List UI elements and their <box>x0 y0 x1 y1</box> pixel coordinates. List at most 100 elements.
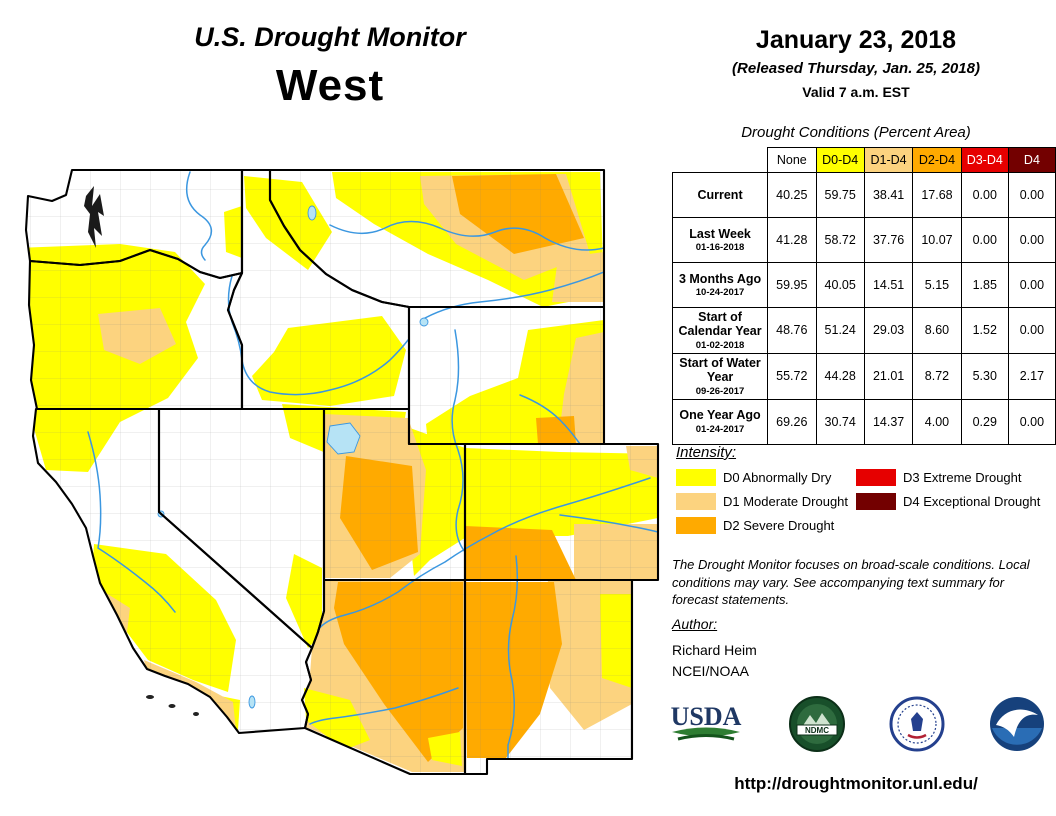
cell-value: 29.03 <box>863 307 914 354</box>
channel-islands <box>146 695 199 716</box>
legend-item-d0: D0 Abnormally Dry <box>676 469 856 486</box>
cell-value: 0.00 <box>1007 172 1056 218</box>
cell-value: 40.05 <box>815 262 865 308</box>
legend-title: Intensity: <box>676 444 737 461</box>
usda-swoosh <box>672 727 740 737</box>
row-label: Start of Calendar Year <box>678 310 762 339</box>
cell-value: 40.25 <box>767 172 817 218</box>
cell-value: 10.07 <box>912 217 962 263</box>
commerce-seal-logo <box>889 696 945 752</box>
row-date: 10-24-2017 <box>695 287 745 299</box>
flathead-lake <box>307 205 317 221</box>
row-date: 09-26-2017 <box>695 385 745 397</box>
intensity-legend: Intensity: D0 Abnormally Dry D3 Extreme … <box>676 444 1048 534</box>
cell-value: 59.95 <box>767 262 817 308</box>
puget-sound <box>84 186 104 248</box>
table-row: Last Week 01-16-2018 41.28 58.72 37.76 10… <box>671 217 1056 263</box>
author-heading: Author: <box>672 616 718 632</box>
row-date: 01-24-2017 <box>695 423 745 435</box>
cell-value: 55.72 <box>767 352 817 400</box>
cell-value: 0.29 <box>960 398 1009 445</box>
cell-value: 14.51 <box>863 262 914 308</box>
yellowstone-lake <box>419 317 429 327</box>
col-d1-d4: D1-D4 <box>863 147 914 173</box>
map-date: January 23, 2018 <box>755 26 957 54</box>
col-d4: D4 <box>1007 147 1056 173</box>
d3-swatch <box>856 469 896 486</box>
ndmc-text: NDMC <box>805 726 829 735</box>
d0-swatch <box>676 469 716 486</box>
author-org: NCEI/NOAA <box>672 662 750 679</box>
legend-item-d1: D1 Moderate Drought <box>676 493 856 510</box>
table-row: One Year Ago 01-24-2017 69.26 30.74 14.37… <box>671 398 1056 445</box>
cell-value: 2.17 <box>1007 352 1056 400</box>
cell-value: 0.00 <box>960 172 1009 218</box>
legend-label: D2 Severe Drought <box>723 518 835 533</box>
drought-conditions-table: None D0-D4 D1-D4 D2-D4 D3-D4 D4 Current … <box>671 147 1056 445</box>
d1-swatch <box>676 493 716 510</box>
noaa-logo <box>990 697 1044 751</box>
row-label: Last Week <box>689 226 751 241</box>
ndmc-mountains <box>802 713 832 727</box>
cell-value: 5.30 <box>960 352 1009 400</box>
commerce-shield <box>911 712 923 731</box>
cell-value: 0.00 <box>960 217 1009 263</box>
noaa-gull <box>996 709 1038 737</box>
date-block: January 23, 2018 (Released Thursday, Jan… <box>672 26 1040 100</box>
cell-value: 0.00 <box>1007 217 1056 263</box>
usda-logo: USDA <box>671 702 742 741</box>
usda-text: USDA <box>671 702 742 731</box>
page-title: U.S. Drought Monitor <box>194 22 466 52</box>
d4-swatch <box>856 493 896 510</box>
legend-label: D3 Extreme Drought <box>903 470 1022 485</box>
legend-label: D4 Exceptional Drought <box>903 494 1041 509</box>
row-label: 3 Months Ago <box>678 271 762 286</box>
table-corner <box>673 148 768 173</box>
cell-value: 1.52 <box>960 307 1009 354</box>
ndmc-logo: NDMC <box>789 696 845 752</box>
author-name: Richard Heim <box>672 642 757 659</box>
cell-value: 30.74 <box>815 398 865 445</box>
row-date: 01-02-2018 <box>695 339 745 351</box>
table-row: Current 40.25 59.75 38.41 17.68 0.00 0.0… <box>671 172 1056 218</box>
cell-value: 51.24 <box>815 307 865 354</box>
valid-time: Valid 7 a.m. EST <box>802 84 910 100</box>
noaa-sea <box>992 728 1042 745</box>
col-d0-d4: D0-D4 <box>815 147 865 173</box>
table-title: Drought Conditions (Percent Area) <box>741 124 971 141</box>
cell-value: 0.00 <box>1007 262 1056 308</box>
legend-label: D1 Moderate Drought <box>723 494 849 509</box>
row-date: 01-16-2018 <box>695 242 745 254</box>
title-block: U.S. Drought Monitor West <box>110 22 550 111</box>
commerce-banner <box>907 733 927 739</box>
col-none: None <box>767 147 817 173</box>
row-label: Start of Water Year <box>679 355 761 385</box>
row-label: Current <box>697 187 743 202</box>
cell-value: 4.00 <box>912 398 962 445</box>
disclaimer-text: The Drought Monitor focuses on broad-sca… <box>672 557 1030 608</box>
cell-value: 38.41 <box>863 172 914 218</box>
cell-value: 58.72 <box>815 217 865 263</box>
col-d2-d4: D2-D4 <box>912 147 962 173</box>
county-lines <box>26 170 658 774</box>
cell-value: 8.72 <box>912 352 962 400</box>
cell-value: 0.00 <box>1007 307 1056 354</box>
great-salt-lake <box>326 422 361 455</box>
author-block: Author: Richard Heim NCEI/NOAA <box>672 614 757 681</box>
cell-value: 69.26 <box>767 398 817 445</box>
cell-value: 17.68 <box>912 172 962 218</box>
cell-value: 14.37 <box>863 398 914 445</box>
drought-map <box>24 168 660 776</box>
d2-swatch <box>676 517 716 534</box>
cell-value: 41.28 <box>767 217 817 263</box>
site-url[interactable]: http://droughtmonitor.unl.edu/ <box>734 774 978 793</box>
legend-label: D0 Abnormally Dry <box>723 470 832 485</box>
usda-underline <box>677 734 735 741</box>
cell-value: 8.60 <box>912 307 962 354</box>
table-row: 3 Months Ago 10-24-2017 59.95 40.05 14.51… <box>671 262 1056 308</box>
col-d3-d4: D3-D4 <box>960 147 1009 173</box>
salton-sea <box>248 695 256 709</box>
released-date: (Released Thursday, Jan. 25, 2018) <box>732 60 980 77</box>
cell-value: 48.76 <box>767 307 817 354</box>
